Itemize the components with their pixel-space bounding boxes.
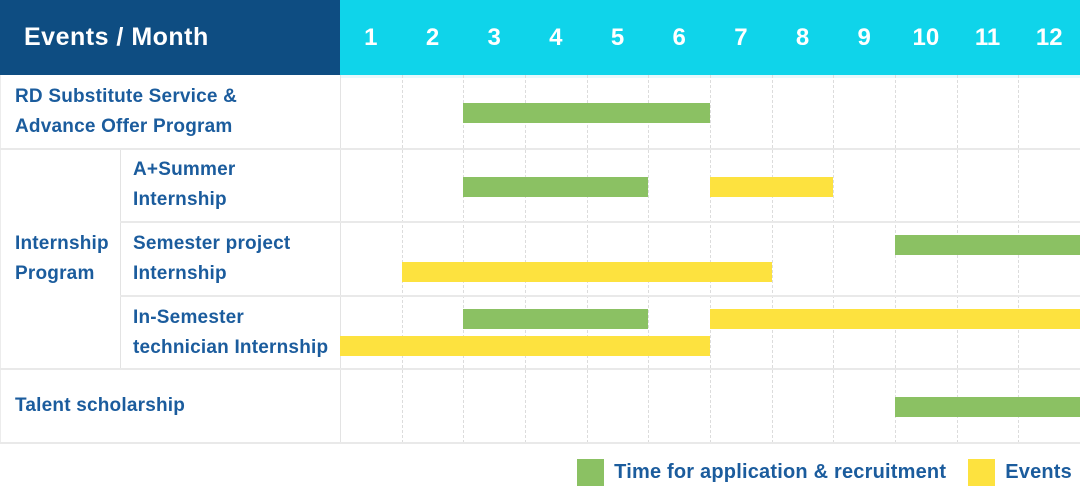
- row-label-line: Semester project: [133, 232, 291, 254]
- legend-label-event: Events: [1005, 460, 1072, 483]
- month-header-1: 1: [364, 23, 378, 51]
- legend-label-recruitment: Time for application & recruitment: [614, 460, 947, 483]
- month-header-10: 10: [912, 23, 940, 51]
- month-header-row: 1 2 3 4 5 6 7 8 9 10 11 12: [340, 0, 1080, 75]
- row-label-0: RD Substitute Service & Advance Offer Pro…: [0, 75, 340, 149]
- month-header-8: 8: [795, 23, 810, 51]
- group-label-internship-program: Internship Program: [0, 149, 120, 370]
- bar-event-row2-1: [401, 262, 772, 283]
- month-gridline-12: [1018, 75, 1020, 443]
- bar-event-row3-1: [710, 308, 1080, 329]
- bar-event-row1-1: [710, 176, 834, 197]
- month-header-9: 9: [857, 23, 871, 51]
- row-label-2: Semester project Internship: [120, 222, 340, 296]
- month-header-11: 11: [974, 23, 1001, 51]
- row-label-line: Talent scholarship: [15, 395, 186, 417]
- month-gridline-7: [710, 75, 711, 443]
- row-label-3: In-Semester technician Internship: [120, 296, 340, 370]
- month-gridline-9: [833, 75, 835, 443]
- legend-item-recruitment: Time for application & recruitment: [577, 458, 947, 486]
- month-gridline-10: [895, 75, 896, 443]
- row-label-line: In-Semester: [133, 306, 244, 328]
- legend-swatch-recruitment-icon: [577, 458, 605, 486]
- month-header-5: 5: [610, 23, 625, 51]
- legend: Time for application & recruitment Events: [577, 457, 1072, 487]
- legend-item-event: Events: [968, 458, 1072, 486]
- bar-recruitment-row1-0: [463, 176, 649, 197]
- bar-recruitment-row3-0: [463, 308, 649, 329]
- month-header-7: 7: [734, 23, 748, 51]
- row-label-line: A+Summer: [133, 159, 236, 181]
- table-left-border: [0, 75, 1, 443]
- month-header-6: 6: [672, 23, 686, 51]
- row-divider-1: [0, 368, 1080, 371]
- row-label-line: technician Internship: [133, 336, 329, 358]
- events-month-header-cell: Events / Month: [0, 0, 340, 75]
- month-gridline-8: [771, 75, 773, 443]
- month-gridline-6: [648, 75, 650, 443]
- bar-recruitment-row2-0: [895, 235, 1080, 256]
- month-gridline-5: [586, 75, 588, 443]
- row-label-line: RD Substitute Service &: [15, 85, 238, 107]
- group-label-line: Internship: [15, 232, 109, 254]
- row-label-line: Internship: [133, 189, 227, 211]
- month-header-12: 12: [1035, 23, 1063, 51]
- bar-recruitment-row0-0: [463, 103, 710, 123]
- month-gridline-2: [401, 75, 403, 443]
- bar-event-row3-2: [340, 335, 710, 356]
- month-header-4: 4: [549, 23, 563, 51]
- label-month-divider: [340, 75, 341, 443]
- row-divider-4: [120, 294, 1080, 297]
- row-label-line: Advance Offer Program: [15, 115, 233, 137]
- row-label-4: Talent scholarship: [0, 369, 340, 443]
- group-label-line: Program: [15, 262, 95, 284]
- month-header-2: 2: [425, 23, 440, 51]
- row-label-line: Internship: [133, 262, 227, 284]
- month-header-3: 3: [487, 23, 501, 51]
- row-divider-2: [0, 442, 1080, 444]
- row-divider-0: [0, 147, 1080, 150]
- legend-swatch-event-icon: [968, 458, 996, 486]
- month-gridline-4: [525, 75, 526, 443]
- bar-recruitment-row4-0: [895, 397, 1080, 418]
- month-gridline-3: [463, 75, 465, 443]
- group-sub-divider: [120, 148, 121, 370]
- chart-title: Events / Month: [24, 23, 209, 51]
- row-divider-3: [120, 221, 1080, 224]
- month-gridline-11: [956, 75, 958, 443]
- row-label-1: A+Summer Internship: [120, 149, 340, 223]
